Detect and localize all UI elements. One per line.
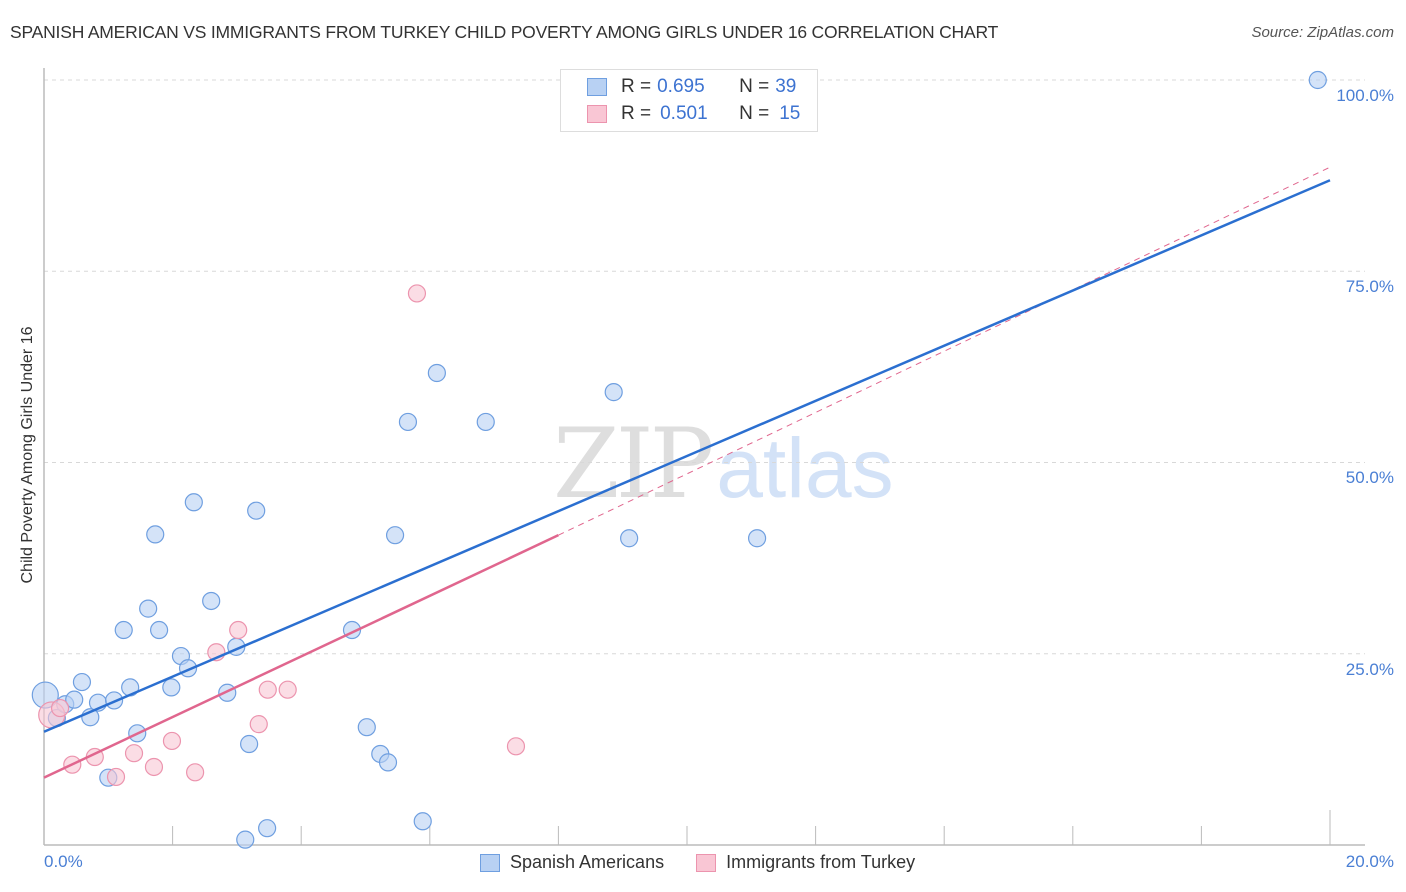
n-label: N = bbox=[739, 76, 770, 97]
correlation-legend: R = 0.695 N = 39 R = 0.501 N = 15 bbox=[560, 69, 818, 132]
r-value: 0.695 bbox=[657, 76, 705, 97]
trendline-immigrants-turkey bbox=[43, 534, 559, 779]
legend-label: Spanish Americans bbox=[510, 852, 665, 872]
legend-item-spanish-americans[interactable]: Spanish Americans bbox=[480, 852, 664, 873]
data-point-spanish-americans bbox=[149, 620, 169, 640]
data-point-spanish-americans bbox=[378, 753, 398, 772]
legend-row-spanish-americans: R = 0.695 N = 39 bbox=[587, 75, 796, 99]
data-point-spanish-americans bbox=[385, 526, 405, 545]
n-label: N = bbox=[739, 103, 770, 124]
y-tick-50: 50.0% bbox=[1345, 468, 1394, 487]
data-point-spanish-americans bbox=[398, 412, 418, 432]
x-tick-20: 20.0% bbox=[1345, 852, 1394, 871]
n-value: 15 bbox=[779, 103, 801, 124]
blue-swatch-icon bbox=[587, 78, 607, 96]
data-point-immigrants-turkey bbox=[407, 284, 427, 303]
data-point-spanish-americans bbox=[139, 599, 158, 618]
data-point-spanish-americans bbox=[162, 678, 181, 697]
data-point-spanish-americans bbox=[747, 529, 767, 548]
data-point-spanish-americans bbox=[247, 501, 266, 520]
legend-label: Immigrants from Turkey bbox=[726, 852, 916, 872]
data-point-immigrants-turkey bbox=[249, 715, 268, 734]
data-point-spanish-americans bbox=[65, 690, 84, 709]
pink-swatch-icon bbox=[696, 853, 717, 872]
r-value: 0.501 bbox=[660, 103, 708, 124]
data-point-spanish-americans bbox=[357, 718, 376, 737]
data-point-immigrants-turkey bbox=[124, 744, 144, 763]
chart-title: SPANISH AMERICAN VS IMMIGRANTS FROM TURK… bbox=[10, 22, 999, 42]
data-point-spanish-americans bbox=[146, 525, 165, 544]
data-point-immigrants-turkey bbox=[162, 731, 182, 751]
data-point-immigrants-turkey bbox=[278, 680, 297, 699]
data-point-spanish-americans bbox=[236, 830, 255, 849]
y-tick-25: 25.0% bbox=[1345, 660, 1394, 679]
series-legend: Spanish Americans Immigrants from Turkey bbox=[480, 852, 947, 873]
x-tick-0: 0.0% bbox=[44, 852, 83, 871]
data-point-spanish-americans bbox=[72, 672, 92, 692]
data-point-spanish-americans bbox=[184, 493, 203, 512]
data-point-immigrants-turkey bbox=[106, 767, 126, 787]
data-point-immigrants-turkey bbox=[258, 680, 277, 699]
watermark-atlas: atlas bbox=[716, 421, 894, 515]
data-point-spanish-americans bbox=[258, 819, 277, 838]
data-point-immigrants-turkey bbox=[186, 763, 205, 782]
trendline-spanish-americans bbox=[43, 179, 1331, 733]
data-point-spanish-americans bbox=[476, 412, 495, 432]
data-point-spanish-americans bbox=[620, 529, 639, 548]
data-point-immigrants-turkey bbox=[50, 698, 70, 718]
r-label: R = bbox=[621, 103, 652, 124]
data-point-spanish-americans bbox=[202, 591, 221, 611]
pink-swatch-icon bbox=[587, 105, 607, 123]
data-point-immigrants-turkey bbox=[506, 737, 526, 756]
legend-row-immigrants-turkey: R = 0.501 N = 15 bbox=[587, 102, 800, 126]
data-point-spanish-americans bbox=[413, 812, 432, 831]
blue-swatch-icon bbox=[480, 853, 500, 872]
data-point-immigrants-turkey bbox=[229, 620, 248, 640]
y-tick-100: 100.0% bbox=[1336, 86, 1394, 105]
n-value: 39 bbox=[775, 76, 797, 97]
r-label: R = bbox=[621, 76, 652, 97]
data-point-immigrants-turkey bbox=[144, 757, 164, 777]
data-point-spanish-americans bbox=[240, 734, 259, 754]
data-point-spanish-americans bbox=[604, 383, 623, 402]
data-point-spanish-americans bbox=[1308, 70, 1327, 90]
trendline-dashed-extension bbox=[558, 166, 1331, 536]
data-point-spanish-americans bbox=[114, 620, 133, 640]
legend-item-immigrants-turkey[interactable]: Immigrants from Turkey bbox=[696, 852, 915, 873]
y-axis-label: Child Poverty Among Girls Under 16 bbox=[19, 326, 36, 584]
source-label: Source: ZipAtlas.com bbox=[1251, 24, 1394, 41]
y-tick-75: 75.0% bbox=[1345, 277, 1394, 296]
data-point-spanish-americans bbox=[427, 363, 446, 383]
